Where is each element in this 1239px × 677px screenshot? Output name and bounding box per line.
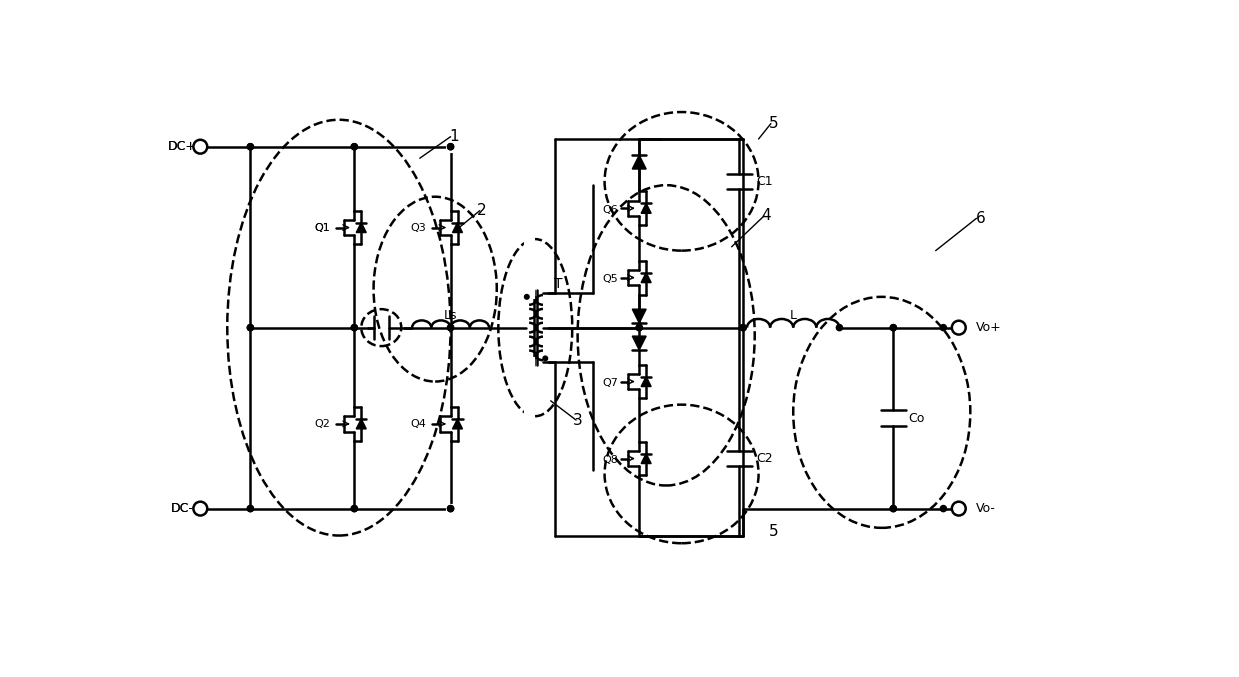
Circle shape: [248, 506, 254, 512]
Text: Q3: Q3: [410, 223, 426, 232]
Circle shape: [447, 324, 453, 331]
Text: L: L: [789, 309, 797, 322]
Circle shape: [952, 321, 965, 334]
Polygon shape: [357, 223, 367, 232]
Text: Q4: Q4: [410, 419, 426, 429]
Circle shape: [891, 324, 896, 331]
Circle shape: [248, 144, 254, 150]
Text: Q1: Q1: [315, 223, 330, 232]
Circle shape: [248, 324, 254, 331]
Text: Q8: Q8: [602, 455, 618, 465]
Polygon shape: [632, 309, 647, 323]
Text: DC-: DC-: [171, 502, 195, 515]
Polygon shape: [357, 419, 367, 429]
Text: Ls: Ls: [444, 309, 457, 322]
Polygon shape: [632, 336, 647, 350]
Text: 5: 5: [769, 116, 779, 131]
Polygon shape: [641, 454, 652, 464]
Polygon shape: [641, 376, 652, 387]
Text: 1: 1: [450, 129, 460, 144]
Text: Q5: Q5: [602, 274, 618, 284]
Circle shape: [351, 506, 357, 512]
Polygon shape: [641, 203, 652, 213]
Circle shape: [891, 506, 896, 512]
Circle shape: [248, 144, 254, 150]
Circle shape: [447, 506, 453, 512]
Circle shape: [351, 324, 357, 331]
Text: Vo+: Vo+: [976, 321, 1001, 334]
Polygon shape: [632, 155, 647, 169]
Circle shape: [740, 324, 746, 331]
Text: Q2: Q2: [313, 419, 330, 429]
Circle shape: [248, 506, 254, 512]
Text: Vo-: Vo-: [976, 502, 996, 515]
Circle shape: [193, 139, 207, 154]
Text: 3: 3: [572, 412, 582, 428]
Circle shape: [524, 294, 529, 299]
Circle shape: [447, 144, 453, 150]
Circle shape: [940, 506, 947, 512]
Text: 4: 4: [762, 209, 771, 223]
Circle shape: [351, 144, 357, 150]
Text: DC-: DC-: [171, 502, 195, 515]
Circle shape: [891, 324, 896, 331]
Polygon shape: [452, 223, 462, 232]
Polygon shape: [641, 273, 652, 282]
Polygon shape: [452, 419, 462, 429]
Text: Q6: Q6: [602, 205, 618, 215]
Circle shape: [351, 506, 357, 512]
Text: 6: 6: [975, 211, 985, 226]
Text: 5: 5: [769, 524, 779, 539]
Circle shape: [447, 506, 453, 512]
Text: DC+: DC+: [169, 140, 197, 153]
Circle shape: [940, 324, 947, 331]
Text: T: T: [554, 277, 563, 290]
Text: DC+: DC+: [169, 140, 197, 153]
Text: Q7: Q7: [602, 378, 618, 388]
Text: C1: C1: [756, 175, 773, 188]
Text: C2: C2: [756, 452, 773, 465]
Circle shape: [740, 324, 746, 331]
Circle shape: [447, 144, 453, 150]
Text: Co: Co: [908, 412, 926, 424]
Text: 2: 2: [477, 203, 486, 218]
Circle shape: [248, 324, 254, 331]
Circle shape: [543, 356, 548, 361]
Circle shape: [891, 506, 896, 512]
Circle shape: [351, 324, 357, 331]
Circle shape: [447, 324, 453, 331]
Circle shape: [193, 502, 207, 515]
Text: Q1: Q1: [315, 223, 330, 232]
Circle shape: [636, 324, 642, 331]
Circle shape: [351, 144, 357, 150]
Circle shape: [836, 324, 843, 331]
Circle shape: [636, 324, 642, 331]
Circle shape: [952, 502, 965, 515]
